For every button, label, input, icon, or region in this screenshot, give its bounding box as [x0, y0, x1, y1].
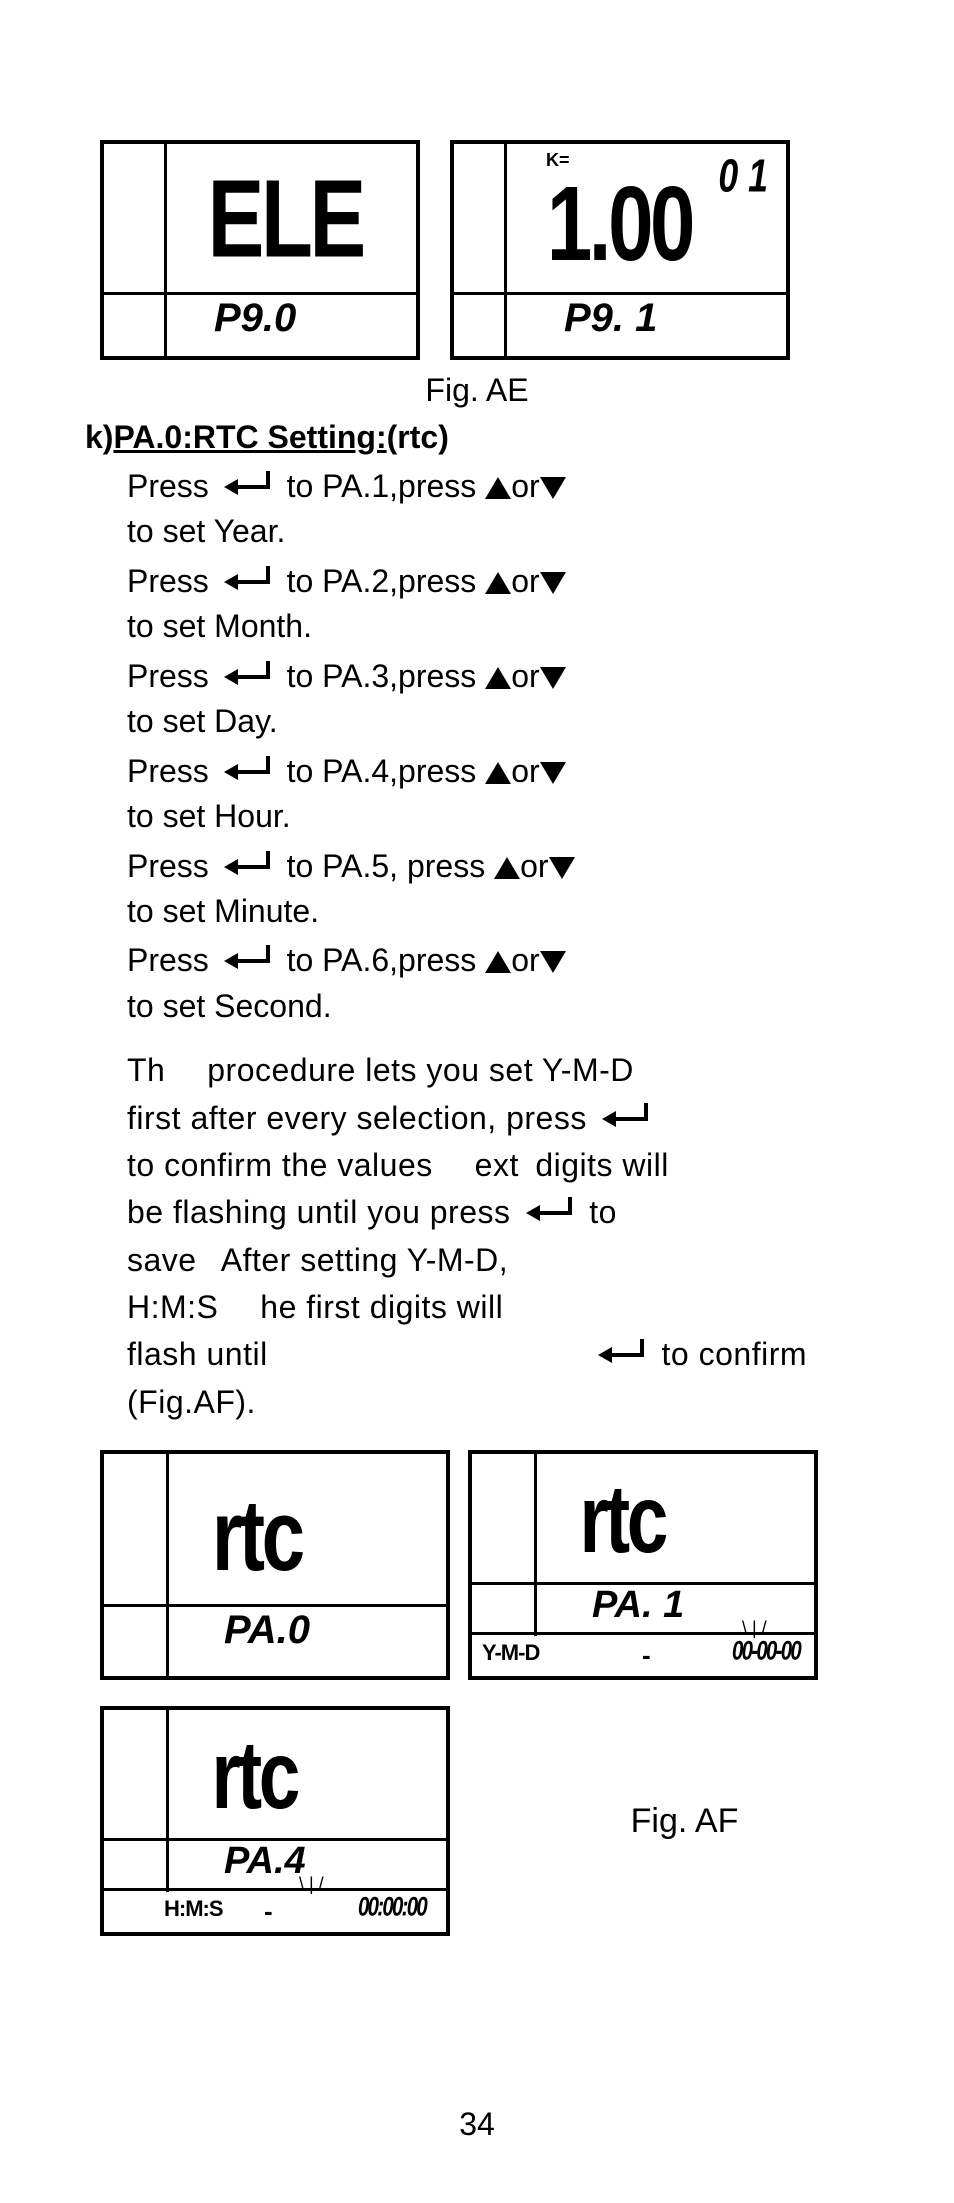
- lcd-sub-text: PA.0: [224, 1608, 310, 1653]
- fig-af-row1: rtc PA.0 rtc PA. 1 Y-M-D - 00-00-00 \ | …: [100, 1450, 869, 1680]
- enter-icon: [218, 758, 278, 786]
- section-heading: k)PA.0:RTC Setting:(rtc): [85, 419, 869, 456]
- instruction-line: Press to PA.1,press or to set Year.: [127, 464, 869, 555]
- heading-open-paren: (: [387, 419, 398, 455]
- instruction-line: Press to PA.4,press or to set Hour.: [127, 749, 869, 840]
- para-line: flash until to confirm: [127, 1331, 807, 1378]
- up-arrow-icon: [485, 951, 511, 973]
- down-arrow-icon: [540, 667, 566, 689]
- enter-icon: [520, 1199, 580, 1227]
- heading-rtc: rtc: [397, 419, 438, 455]
- para-line: (Fig.AF).: [127, 1379, 869, 1426]
- enter-icon: [596, 1105, 656, 1133]
- enter-icon: [218, 473, 278, 501]
- para-line: be flashing until you press to: [127, 1189, 869, 1236]
- enter-icon: [592, 1341, 652, 1369]
- fig-af-row2: rtc PA.4 H:M:S - 00:00:00 \ | / Fig. AF: [100, 1706, 869, 1936]
- lcd-dash: -: [642, 1640, 651, 1671]
- para-line: H:M:S he first digits will: [127, 1284, 869, 1331]
- up-arrow-icon: [485, 762, 511, 784]
- enter-icon: [218, 853, 278, 881]
- lcd-sub-text: PA.4: [224, 1840, 306, 1883]
- lcd-main-text: 1.00: [534, 170, 705, 280]
- para-line: to confirm the values ext digits will: [127, 1142, 869, 1189]
- up-arrow-icon: [485, 572, 511, 594]
- fig-af-caption: Fig. AF: [500, 1802, 869, 1841]
- lcd-sub-text: P9.0: [214, 296, 296, 341]
- lcd-superscript: 0 1: [714, 152, 772, 200]
- lcd-panel-rtc-pa4: rtc PA.4 H:M:S - 00:00:00 \ | /: [100, 1706, 450, 1936]
- lcd-panel-ele: ELE P9.0: [100, 140, 420, 360]
- enter-icon: [218, 663, 278, 691]
- page-number: 34: [85, 2106, 869, 2143]
- instruction-line: Press to PA.3,press or to set Day.: [127, 654, 869, 745]
- instruction-line: Press to PA.6,press or to set Second.: [127, 938, 869, 1029]
- instructions-block: Press to PA.1,press or to set Year. Pres…: [127, 464, 869, 1029]
- lcd-time-value: 00-00-00: [726, 1638, 806, 1666]
- heading-close-paren: ): [438, 419, 449, 455]
- up-arrow-icon: [485, 477, 511, 499]
- down-arrow-icon: [540, 762, 566, 784]
- lcd-main-text: rtc: [204, 1484, 310, 1589]
- down-arrow-icon: [540, 477, 566, 499]
- heading-prefix: k): [85, 419, 113, 455]
- para-line: first after every selection, press: [127, 1095, 869, 1142]
- heading-underlined: PA.0:RTC Setting:: [113, 419, 386, 455]
- para-line: Th procedure lets you set Y-M-D: [127, 1047, 869, 1094]
- lcd-panel-rtc-pa0: rtc PA.0: [100, 1450, 450, 1680]
- page: ELE P9.0 K= 1.00 0 1 P9. 1 Fig. AE k)PA.…: [0, 0, 954, 2203]
- enter-icon: [218, 568, 278, 596]
- lcd-time-value: 00:00:00: [352, 1894, 432, 1922]
- up-arrow-icon: [494, 857, 520, 879]
- para-line: save After setting Y-M-D,: [127, 1237, 869, 1284]
- down-arrow-icon: [540, 572, 566, 594]
- lcd-panel-rtc-pa1: rtc PA. 1 Y-M-D - 00-00-00 \ | /: [468, 1450, 818, 1680]
- instruction-line: Press to PA.2,press or to set Month.: [127, 559, 869, 650]
- enter-icon: [218, 947, 278, 975]
- lcd-panel-k: K= 1.00 0 1 P9. 1: [450, 140, 790, 360]
- down-arrow-icon: [549, 857, 575, 879]
- lcd-ymd-label: Y-M-D: [482, 1640, 539, 1666]
- lcd-main-text: ELE: [194, 162, 376, 277]
- lcd-dash: -: [264, 1896, 273, 1927]
- lcd-main-text: rtc: [204, 1724, 305, 1826]
- fig-ae-row: ELE P9.0 K= 1.00 0 1 P9. 1: [100, 140, 869, 360]
- procedure-paragraph: Th procedure lets you set Y-M-D first af…: [127, 1047, 869, 1426]
- lcd-hms-label: H:M:S: [164, 1896, 223, 1922]
- lcd-sub-text: PA. 1: [592, 1584, 684, 1627]
- up-arrow-icon: [485, 667, 511, 689]
- lcd-main-text: rtc: [572, 1468, 673, 1570]
- instruction-line: Press to PA.5, press or to set Minute.: [127, 844, 869, 935]
- fig-ae-caption: Fig. AE: [85, 372, 869, 409]
- down-arrow-icon: [540, 951, 566, 973]
- lcd-sub-text: P9. 1: [564, 296, 657, 341]
